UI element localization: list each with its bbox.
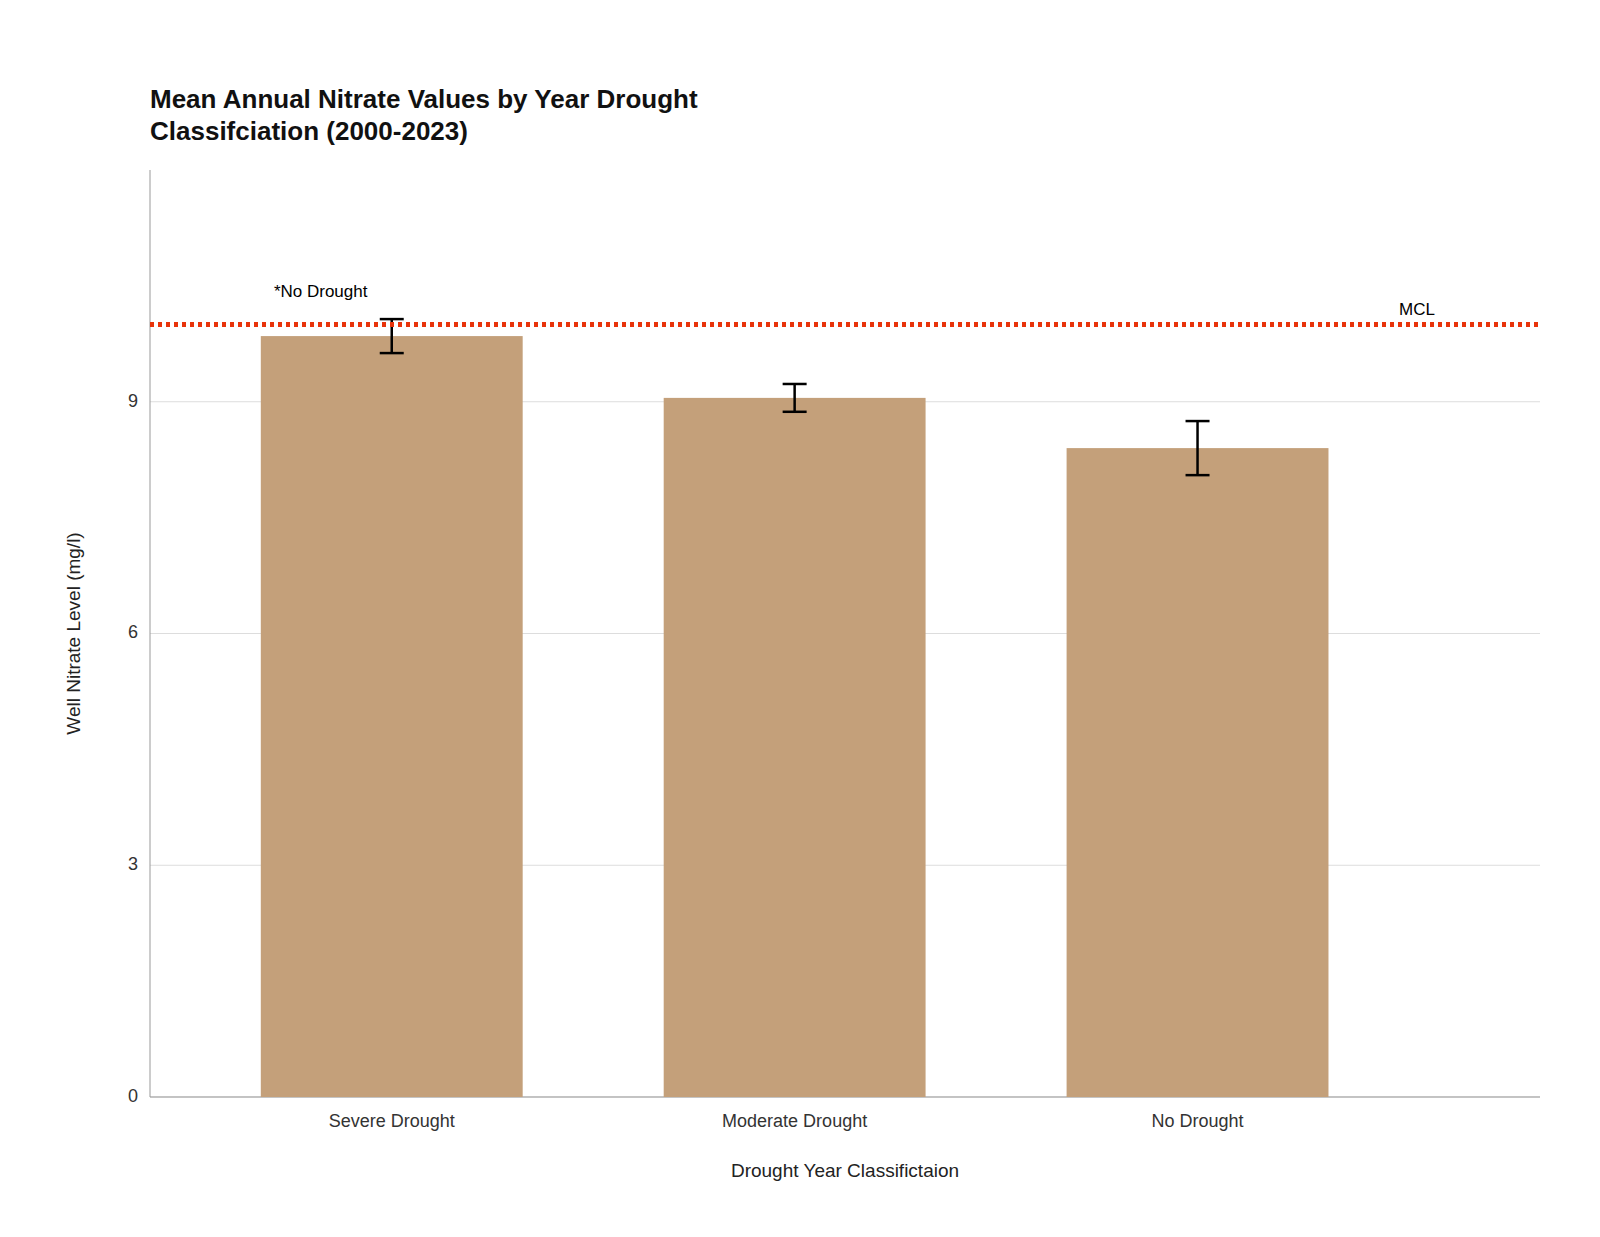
error-bar xyxy=(1186,421,1210,475)
error-stem xyxy=(1196,421,1199,475)
x-tick-label: No Drought xyxy=(1152,1111,1244,1131)
bar xyxy=(1067,448,1329,1097)
marks xyxy=(150,319,1540,1097)
y-tick-label: 6 xyxy=(128,622,138,642)
error-cap xyxy=(1186,474,1210,477)
y-axis-label: Well Nitrate Level (mg/l) xyxy=(63,532,84,734)
y-tick-label: 3 xyxy=(128,854,138,874)
error-cap xyxy=(783,383,807,386)
x-axis-label: Drought Year Classifictaion xyxy=(731,1160,959,1181)
error-stem xyxy=(793,384,796,412)
x-tick-label: Moderate Drought xyxy=(722,1111,867,1131)
title: Mean Annual Nitrate Values by Year Droug… xyxy=(150,84,698,146)
reference-label: MCL xyxy=(1399,300,1435,319)
bar xyxy=(261,336,523,1097)
error-cap xyxy=(380,318,404,321)
error-cap xyxy=(1186,420,1210,423)
x-tick-label: Severe Drought xyxy=(329,1111,455,1131)
error-cap xyxy=(783,411,807,414)
error-cap xyxy=(380,352,404,355)
y-tick-label: 9 xyxy=(128,391,138,411)
y-tick-label: 0 xyxy=(128,1086,138,1106)
bar xyxy=(664,398,926,1097)
y-axis-line xyxy=(150,170,151,1097)
reference-line xyxy=(150,322,1540,327)
annotation: *No Drought xyxy=(274,282,368,301)
title-line: Mean Annual Nitrate Values by Year Droug… xyxy=(150,84,698,114)
chart: 0 3 6 9 MCL *No Drought Severe Drought Moderate… xyxy=(0,0,1600,1237)
title-line: Classifciation (2000-2023) xyxy=(150,116,468,146)
error-bar xyxy=(783,384,807,412)
